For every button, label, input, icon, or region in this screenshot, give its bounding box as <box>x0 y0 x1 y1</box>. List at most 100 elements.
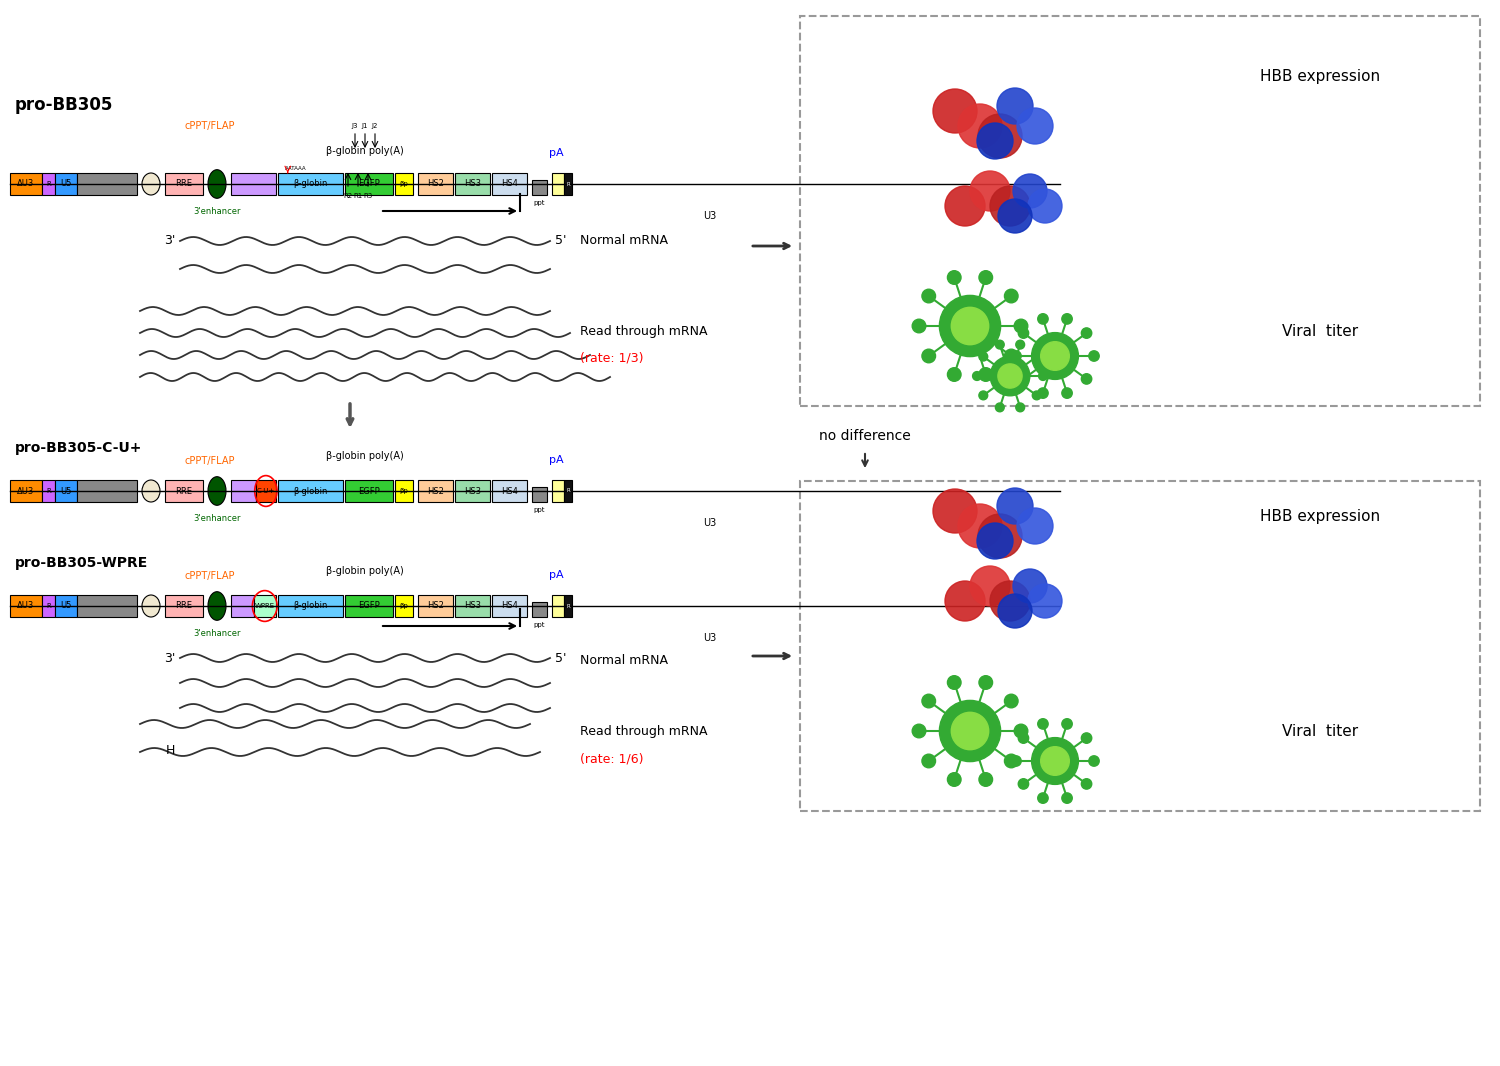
Text: β-globin: β-globin <box>294 179 327 189</box>
FancyBboxPatch shape <box>165 595 202 617</box>
FancyBboxPatch shape <box>419 480 453 502</box>
Circle shape <box>1016 403 1025 411</box>
Text: βp: βp <box>399 488 408 494</box>
Text: 5': 5' <box>555 651 567 664</box>
FancyBboxPatch shape <box>56 480 76 502</box>
Circle shape <box>1062 718 1072 729</box>
Text: cPPT/FLAP: cPPT/FLAP <box>184 456 236 466</box>
Circle shape <box>998 199 1032 233</box>
Text: EGFP: EGFP <box>358 601 380 611</box>
Ellipse shape <box>209 169 226 198</box>
FancyBboxPatch shape <box>165 480 202 502</box>
FancyBboxPatch shape <box>231 595 254 617</box>
Circle shape <box>1038 388 1048 399</box>
Circle shape <box>922 694 936 708</box>
Text: β-globin: β-globin <box>294 486 327 496</box>
FancyBboxPatch shape <box>454 480 490 502</box>
Circle shape <box>948 773 962 787</box>
Text: EGFP: EGFP <box>358 179 380 189</box>
Circle shape <box>933 88 976 133</box>
Circle shape <box>1041 746 1070 775</box>
Text: (rate: 1/6): (rate: 1/6) <box>580 753 644 765</box>
Text: EGFP: EGFP <box>358 486 380 496</box>
Circle shape <box>1013 174 1047 208</box>
Circle shape <box>998 88 1033 124</box>
Text: HBB expression: HBB expression <box>1260 508 1380 523</box>
Circle shape <box>1014 319 1028 333</box>
Text: RRE: RRE <box>176 601 192 611</box>
FancyBboxPatch shape <box>532 179 548 195</box>
Ellipse shape <box>142 480 160 502</box>
Ellipse shape <box>209 592 226 620</box>
FancyBboxPatch shape <box>492 595 526 617</box>
FancyBboxPatch shape <box>255 480 276 502</box>
Text: U5: U5 <box>60 486 72 496</box>
FancyBboxPatch shape <box>454 595 490 617</box>
FancyBboxPatch shape <box>76 173 136 195</box>
FancyBboxPatch shape <box>42 480 56 502</box>
FancyBboxPatch shape <box>800 16 1480 406</box>
FancyBboxPatch shape <box>552 595 564 617</box>
Text: β-globin poly(A): β-globin poly(A) <box>326 146 404 156</box>
FancyBboxPatch shape <box>10 480 42 502</box>
Ellipse shape <box>142 595 160 617</box>
Text: U5: U5 <box>60 179 72 189</box>
Text: HS2: HS2 <box>427 601 444 611</box>
Circle shape <box>980 391 987 400</box>
Circle shape <box>945 581 986 621</box>
Text: R: R <box>46 181 51 187</box>
Circle shape <box>1019 733 1029 743</box>
Text: 3'enhancer: 3'enhancer <box>194 207 240 216</box>
Text: H: H <box>165 744 176 758</box>
Circle shape <box>951 307 988 344</box>
FancyBboxPatch shape <box>492 480 526 502</box>
FancyBboxPatch shape <box>345 595 393 617</box>
Text: (rate: 1/3): (rate: 1/3) <box>580 352 644 365</box>
Text: ΔU3: ΔU3 <box>18 486 34 496</box>
Text: β-globin: β-globin <box>294 601 327 611</box>
Circle shape <box>1032 333 1078 379</box>
Text: βp: βp <box>399 603 408 609</box>
Text: 3': 3' <box>164 651 176 664</box>
FancyBboxPatch shape <box>394 595 412 617</box>
Text: Read through mRNA: Read through mRNA <box>580 725 708 738</box>
Circle shape <box>980 271 993 285</box>
Circle shape <box>1038 313 1048 324</box>
Text: R: R <box>566 181 570 187</box>
Circle shape <box>933 489 976 533</box>
FancyBboxPatch shape <box>42 595 56 617</box>
FancyBboxPatch shape <box>564 595 572 617</box>
Text: βp: βp <box>399 181 408 187</box>
Text: Read through mRNA: Read through mRNA <box>580 324 708 338</box>
Circle shape <box>1005 754 1019 768</box>
FancyBboxPatch shape <box>56 173 76 195</box>
Circle shape <box>1038 793 1048 804</box>
Text: 3'enhancer: 3'enhancer <box>194 514 240 523</box>
FancyBboxPatch shape <box>532 486 548 502</box>
Text: cPPT/FLAP: cPPT/FLAP <box>184 122 236 131</box>
Circle shape <box>1032 391 1041 400</box>
FancyBboxPatch shape <box>552 480 564 502</box>
Circle shape <box>978 114 1022 158</box>
Circle shape <box>1032 738 1078 785</box>
Circle shape <box>978 514 1022 558</box>
Text: 3'enhancer: 3'enhancer <box>194 629 240 637</box>
Ellipse shape <box>209 477 226 505</box>
Text: RRE: RRE <box>176 486 192 496</box>
Circle shape <box>1082 779 1092 789</box>
FancyBboxPatch shape <box>278 173 344 195</box>
Circle shape <box>1013 569 1047 603</box>
Circle shape <box>1032 352 1041 361</box>
FancyBboxPatch shape <box>394 480 412 502</box>
Circle shape <box>980 352 987 361</box>
Text: C-U+: C-U+ <box>256 488 274 494</box>
Circle shape <box>1038 718 1048 729</box>
Circle shape <box>998 594 1032 628</box>
Circle shape <box>1082 374 1092 384</box>
Text: Viral  titer: Viral titer <box>1282 323 1358 339</box>
Circle shape <box>976 523 1012 559</box>
Text: HS4: HS4 <box>501 601 518 611</box>
Circle shape <box>1089 756 1100 766</box>
Circle shape <box>1011 351 1022 361</box>
Circle shape <box>970 171 1010 211</box>
